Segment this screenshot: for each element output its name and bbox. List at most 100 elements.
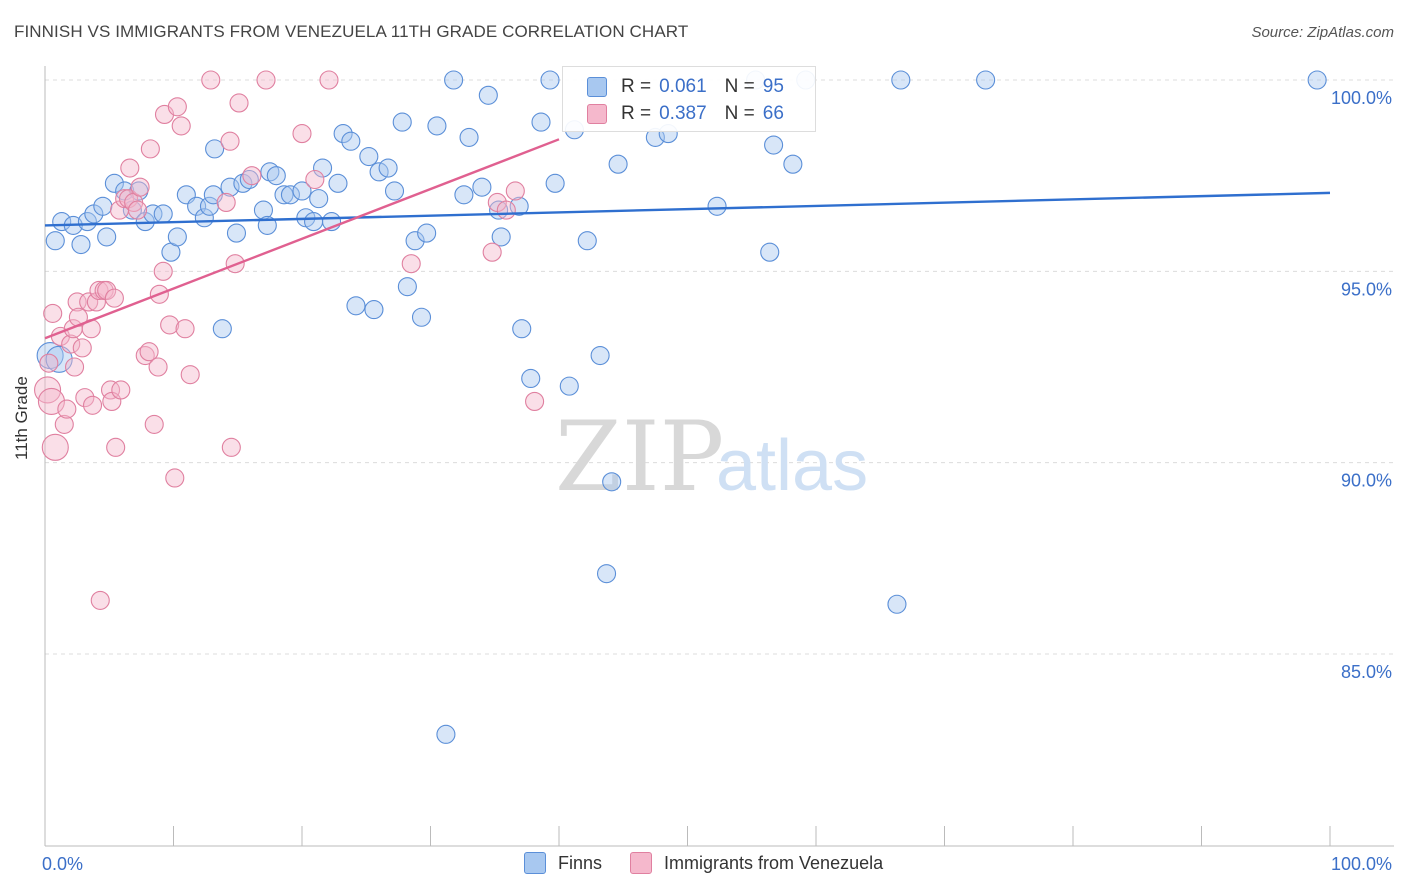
point-venezuela: [127, 200, 148, 220]
point-venezuela: [54, 414, 74, 434]
legend-item-venezuela[interactable]: Immigrants from Venezuela: [630, 852, 883, 874]
point-venezuela: [256, 70, 276, 90]
legend-r-value: 0.061: [659, 76, 707, 97]
point-finns: [707, 196, 727, 216]
point-finns: [220, 177, 240, 197]
legend-row-finns: R = 0.061 N = 95: [587, 75, 784, 99]
point-venezuela: [525, 391, 545, 411]
point-finns: [764, 135, 784, 155]
point-venezuela: [220, 131, 240, 151]
point-finns: [436, 724, 456, 744]
point-finns: [384, 181, 405, 201]
point-finns: [77, 212, 97, 232]
point-venezuela: [165, 468, 185, 488]
y-tick-label: 85.0%: [1341, 662, 1392, 682]
point-venezuela: [175, 319, 195, 339]
legend-swatch-finns: [587, 77, 607, 97]
point-finns: [309, 189, 329, 209]
point-finns: [444, 70, 464, 90]
point-finns: [226, 223, 247, 243]
chart-title: FINNISH VS IMMIGRANTS FROM VENEZUELA 11T…: [14, 22, 689, 41]
point-finns: [459, 127, 479, 147]
point-venezuela: [229, 93, 249, 113]
legend-swatch-venezuela: [630, 852, 653, 874]
source-label: Source: ZipAtlas.com: [1251, 24, 1394, 41]
point-venezuela: [139, 342, 159, 362]
legend-r-value: 0.387: [659, 103, 707, 124]
point-venezuela: [160, 315, 180, 335]
point-venezuela: [97, 280, 117, 301]
legend-n-value: 66: [762, 103, 784, 124]
point-venezuela: [505, 181, 525, 201]
y-tick-label: 95.0%: [1341, 279, 1392, 299]
point-venezuela: [120, 158, 140, 178]
point-finns: [891, 70, 911, 90]
point-finns: [596, 564, 617, 584]
point-venezuela: [41, 433, 69, 461]
point-venezuela: [39, 353, 59, 373]
point-venezuela: [221, 437, 241, 457]
point-finns: [304, 212, 324, 232]
point-finns: [783, 154, 803, 174]
point-venezuela: [67, 292, 87, 312]
point-finns: [280, 185, 300, 205]
watermark-atlas: atlas: [716, 426, 868, 506]
series-legend: Finns Immigrants from Venezuela: [524, 852, 911, 874]
point-finns: [153, 204, 173, 224]
point-venezuela: [104, 288, 124, 308]
point-finns: [417, 223, 437, 243]
point-finns: [411, 307, 432, 327]
point-finns: [333, 124, 353, 144]
stats-legend: R = 0.061 N = 95 R = 0.387 N = 66: [562, 66, 816, 132]
point-venezuela: [148, 357, 168, 377]
point-finns: [976, 70, 996, 90]
x-tick-label: 0.0%: [42, 854, 83, 874]
point-venezuela: [90, 590, 110, 610]
point-venezuela: [171, 116, 191, 136]
point-finns: [392, 112, 412, 132]
point-venezuela: [75, 388, 95, 408]
point-venezuela: [496, 200, 516, 220]
point-finns: [71, 234, 91, 255]
point-venezuela: [153, 261, 173, 281]
legend-r-label: R =: [621, 103, 652, 124]
point-finns: [93, 196, 113, 216]
point-finns: [577, 231, 597, 251]
point-finns: [509, 196, 529, 216]
point-venezuela: [305, 169, 325, 190]
point-venezuela: [106, 437, 126, 457]
point-finns: [545, 173, 565, 193]
point-finns: [212, 319, 232, 339]
tick-labels: 85.0% 90.0% 95.0% 100.0% 0.0% 100.0%: [42, 88, 1392, 874]
legend-item-finns[interactable]: Finns: [524, 852, 602, 874]
point-finns: [45, 231, 65, 251]
point-venezuela: [135, 345, 155, 366]
grid-lines: [45, 79, 1394, 655]
point-finns: [521, 368, 541, 389]
point-venezuela: [72, 338, 92, 358]
point-venezuela: [61, 334, 81, 354]
point-finns: [531, 112, 551, 132]
point-finns: [274, 185, 294, 205]
point-finns: [559, 376, 579, 396]
point-finns: [1307, 70, 1327, 90]
point-finns: [313, 158, 333, 178]
point-finns: [472, 177, 492, 197]
y-tick-label: 90.0%: [1341, 471, 1392, 491]
point-finns: [608, 154, 628, 174]
legend-row-venezuela: R = 0.387 N = 66: [587, 102, 784, 126]
point-venezuela: [180, 365, 200, 385]
point-venezuela: [43, 303, 63, 323]
point-venezuela: [201, 70, 221, 90]
point-finns: [478, 85, 498, 105]
point-finns: [346, 296, 366, 316]
point-finns: [887, 594, 907, 614]
legend-swatch-venezuela: [587, 104, 607, 124]
point-finns: [491, 227, 511, 247]
point-finns: [427, 116, 447, 136]
trend-line-finns: [44, 191, 1331, 227]
point-finns: [590, 345, 610, 366]
point-venezuela: [242, 166, 262, 186]
point-finns: [397, 277, 417, 297]
